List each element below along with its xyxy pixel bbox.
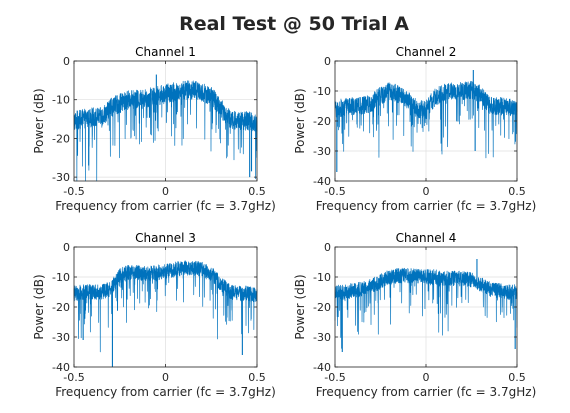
- subplot-title: Channel 4: [396, 231, 457, 245]
- x-tick-label: -0.5: [63, 371, 84, 384]
- y-tick-label: -10: [52, 94, 70, 107]
- figure-title: Real Test @ 50 Trial A: [179, 13, 409, 35]
- x-tick-label: -0.5: [324, 371, 345, 384]
- x-tick-label: 0: [423, 371, 430, 384]
- x-axis-label: Frequency from carrier (fc = 3.7gHz): [316, 385, 537, 399]
- y-tick-label: -30: [52, 171, 70, 184]
- y-axis-label: Power (dB): [293, 88, 307, 153]
- y-tick-label: -30: [313, 145, 331, 158]
- subplot-title: Channel 3: [135, 231, 196, 245]
- y-tick-label: -20: [313, 115, 331, 128]
- subplot-title: Channel 2: [396, 45, 457, 59]
- subplot-channel-2: -0.5 0 0.5 0 -10 -20 -30 -40 Channel 2 Frequency …: [293, 45, 536, 213]
- subplot-channel-1: -0.5 0 0.5 0 -10 -20 -30 Channel 1 Frequency fro…: [32, 45, 276, 213]
- y-tick-label: -40: [313, 175, 331, 188]
- y-tick-label: -10: [313, 271, 331, 284]
- x-tick-label: 0: [162, 371, 169, 384]
- y-axis-label: Power (dB): [32, 88, 46, 153]
- y-axis-label: Power (dB): [293, 274, 307, 339]
- y-tick-label: -40: [52, 361, 70, 374]
- x-tick-label: 0.5: [508, 185, 526, 198]
- subplot-channel-4: -0.5 0 0.5 0 -10 -20 -30 -40 Channel 4 Frequency …: [293, 231, 536, 399]
- spectrum-trace: [334, 81, 518, 159]
- y-tick-label: 0: [324, 241, 331, 254]
- x-axis-label: Frequency from carrier (fc = 3.7gHz): [55, 199, 276, 213]
- x-tick-label: -0.5: [324, 185, 345, 198]
- y-tick-label: -20: [52, 301, 70, 314]
- y-tick-label: -20: [52, 132, 70, 145]
- x-axis-label: Frequency from carrier (fc = 3.7gHz): [55, 385, 276, 399]
- y-tick-label: -30: [313, 331, 331, 344]
- x-tick-label: -0.5: [63, 185, 84, 198]
- spectrum-trace: [73, 260, 258, 353]
- y-tick-label: -10: [52, 271, 70, 284]
- x-tick-label: 0.5: [508, 371, 526, 384]
- y-tick-label: -40: [313, 361, 331, 374]
- subplot-channel-3: -0.5 0 0.5 0 -10 -20 -30 -40 Channel 3 Frequency …: [32, 231, 276, 399]
- x-axis-label: Frequency from carrier (fc = 3.7gHz): [316, 199, 537, 213]
- y-tick-label: 0: [63, 241, 70, 254]
- spectrum-trace: [334, 267, 518, 349]
- subplot-title: Channel 1: [135, 45, 196, 59]
- x-tick-label: 0.5: [248, 371, 266, 384]
- subplot-grid: -0.5 0 0.5 0 -10 -20 -30 Channel 1 Frequency fro…: [32, 45, 536, 399]
- x-tick-label: 0.5: [248, 185, 266, 198]
- spectrum-trace: [73, 80, 258, 182]
- x-tick-label: 0: [162, 185, 169, 198]
- y-tick-label: -30: [52, 331, 70, 344]
- y-axis-label: Power (dB): [32, 274, 46, 339]
- y-tick-label: 0: [63, 55, 70, 68]
- x-tick-label: 0: [423, 185, 430, 198]
- y-tick-label: -10: [313, 85, 331, 98]
- y-tick-label: 0: [324, 55, 331, 68]
- y-tick-label: -20: [313, 301, 331, 314]
